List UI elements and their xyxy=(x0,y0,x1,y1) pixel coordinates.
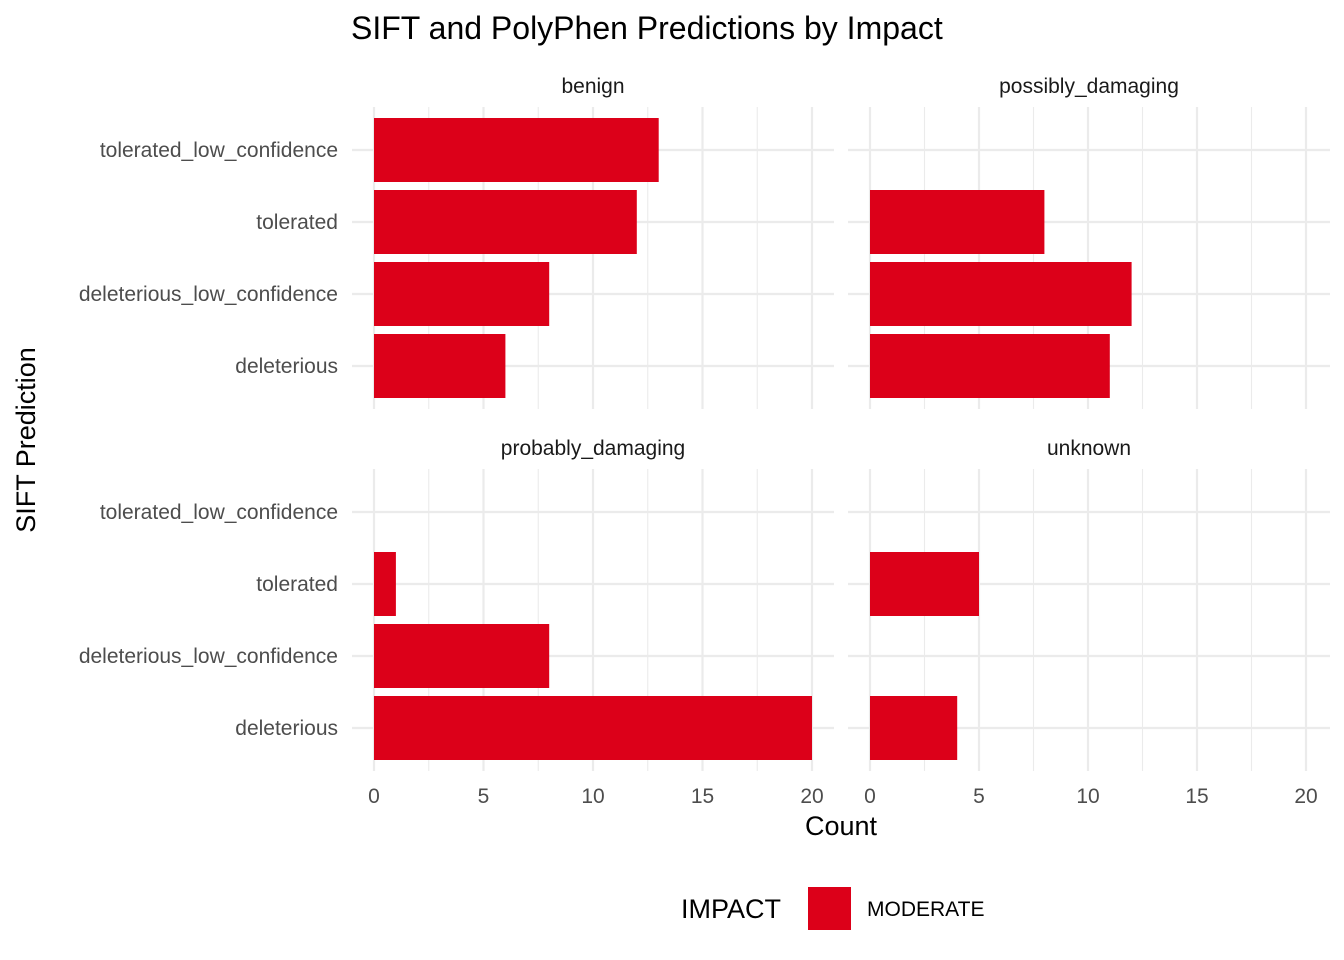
y-tick-label: deleterious xyxy=(235,717,338,740)
facet-label-benign: benign xyxy=(561,75,624,98)
facet-label-unknown: unknown xyxy=(1047,437,1131,460)
bar-benign-tolerated xyxy=(374,190,637,254)
x-tick-label: 10 xyxy=(1076,785,1099,808)
x-tick-label: 20 xyxy=(1294,785,1317,808)
y-tick-label: tolerated xyxy=(256,573,338,596)
x-tick-label: 0 xyxy=(368,785,380,808)
legend-label-moderate: MODERATE xyxy=(867,898,984,921)
facet-unknown: unknown 0 5 10 15 20 xyxy=(848,437,1330,808)
bar-probably-damaging-deleterious xyxy=(374,696,812,760)
x-tick-label: 5 xyxy=(478,785,490,808)
legend: IMPACT MODERATE xyxy=(681,887,984,930)
bar-probably-damaging-tolerated xyxy=(374,552,396,616)
bar-probably-damaging-deleterious-low-confidence xyxy=(374,624,550,688)
legend-title: IMPACT xyxy=(681,894,781,924)
x-tick-label: 10 xyxy=(581,785,604,808)
bar-benign-deleterious xyxy=(374,334,506,398)
bar-unknown-tolerated xyxy=(870,552,979,616)
bar-possibly-damaging-deleterious xyxy=(870,334,1110,398)
facet-probably-damaging: probably_damaging deleterious deleterious_… xyxy=(79,437,834,808)
x-tick-label: 5 xyxy=(973,785,985,808)
x-tick-label: 20 xyxy=(800,785,823,808)
bar-unknown-deleterious xyxy=(870,696,958,760)
y-axis-title: SIFT Prediction xyxy=(11,347,41,533)
facet-possibly-damaging: possibly_damaging xyxy=(848,75,1330,409)
y-tick-label: deleterious xyxy=(235,355,338,378)
x-axis-title: Count xyxy=(805,811,878,841)
facet-benign: benign deleterious deleterious_low_confide… xyxy=(79,75,834,409)
bar-benign-tolerated-low-confidence xyxy=(374,118,659,182)
x-tick-label: 15 xyxy=(1185,785,1208,808)
y-tick-label: tolerated xyxy=(256,211,338,234)
y-tick-label: deleterious_low_confidence xyxy=(79,283,338,306)
chart-title: SIFT and PolyPhen Predictions by Impact xyxy=(351,10,943,46)
legend-key-moderate xyxy=(808,887,851,930)
facet-label-probably-damaging: probably_damaging xyxy=(501,437,685,460)
x-tick-label: 0 xyxy=(864,785,876,808)
facet-panels: benign deleterious deleterious_low_confide… xyxy=(79,75,1330,808)
bar-possibly-damaging-deleterious-low-confidence xyxy=(870,262,1132,326)
bar-benign-deleterious-low-confidence xyxy=(374,262,550,326)
facet-label-possibly-damaging: possibly_damaging xyxy=(999,75,1179,98)
y-tick-label: tolerated_low_confidence xyxy=(100,139,338,162)
x-tick-label: 15 xyxy=(691,785,714,808)
bar-possibly-damaging-tolerated xyxy=(870,190,1045,254)
y-tick-label: deleterious_low_confidence xyxy=(79,645,338,668)
y-tick-label: tolerated_low_confidence xyxy=(100,501,338,524)
